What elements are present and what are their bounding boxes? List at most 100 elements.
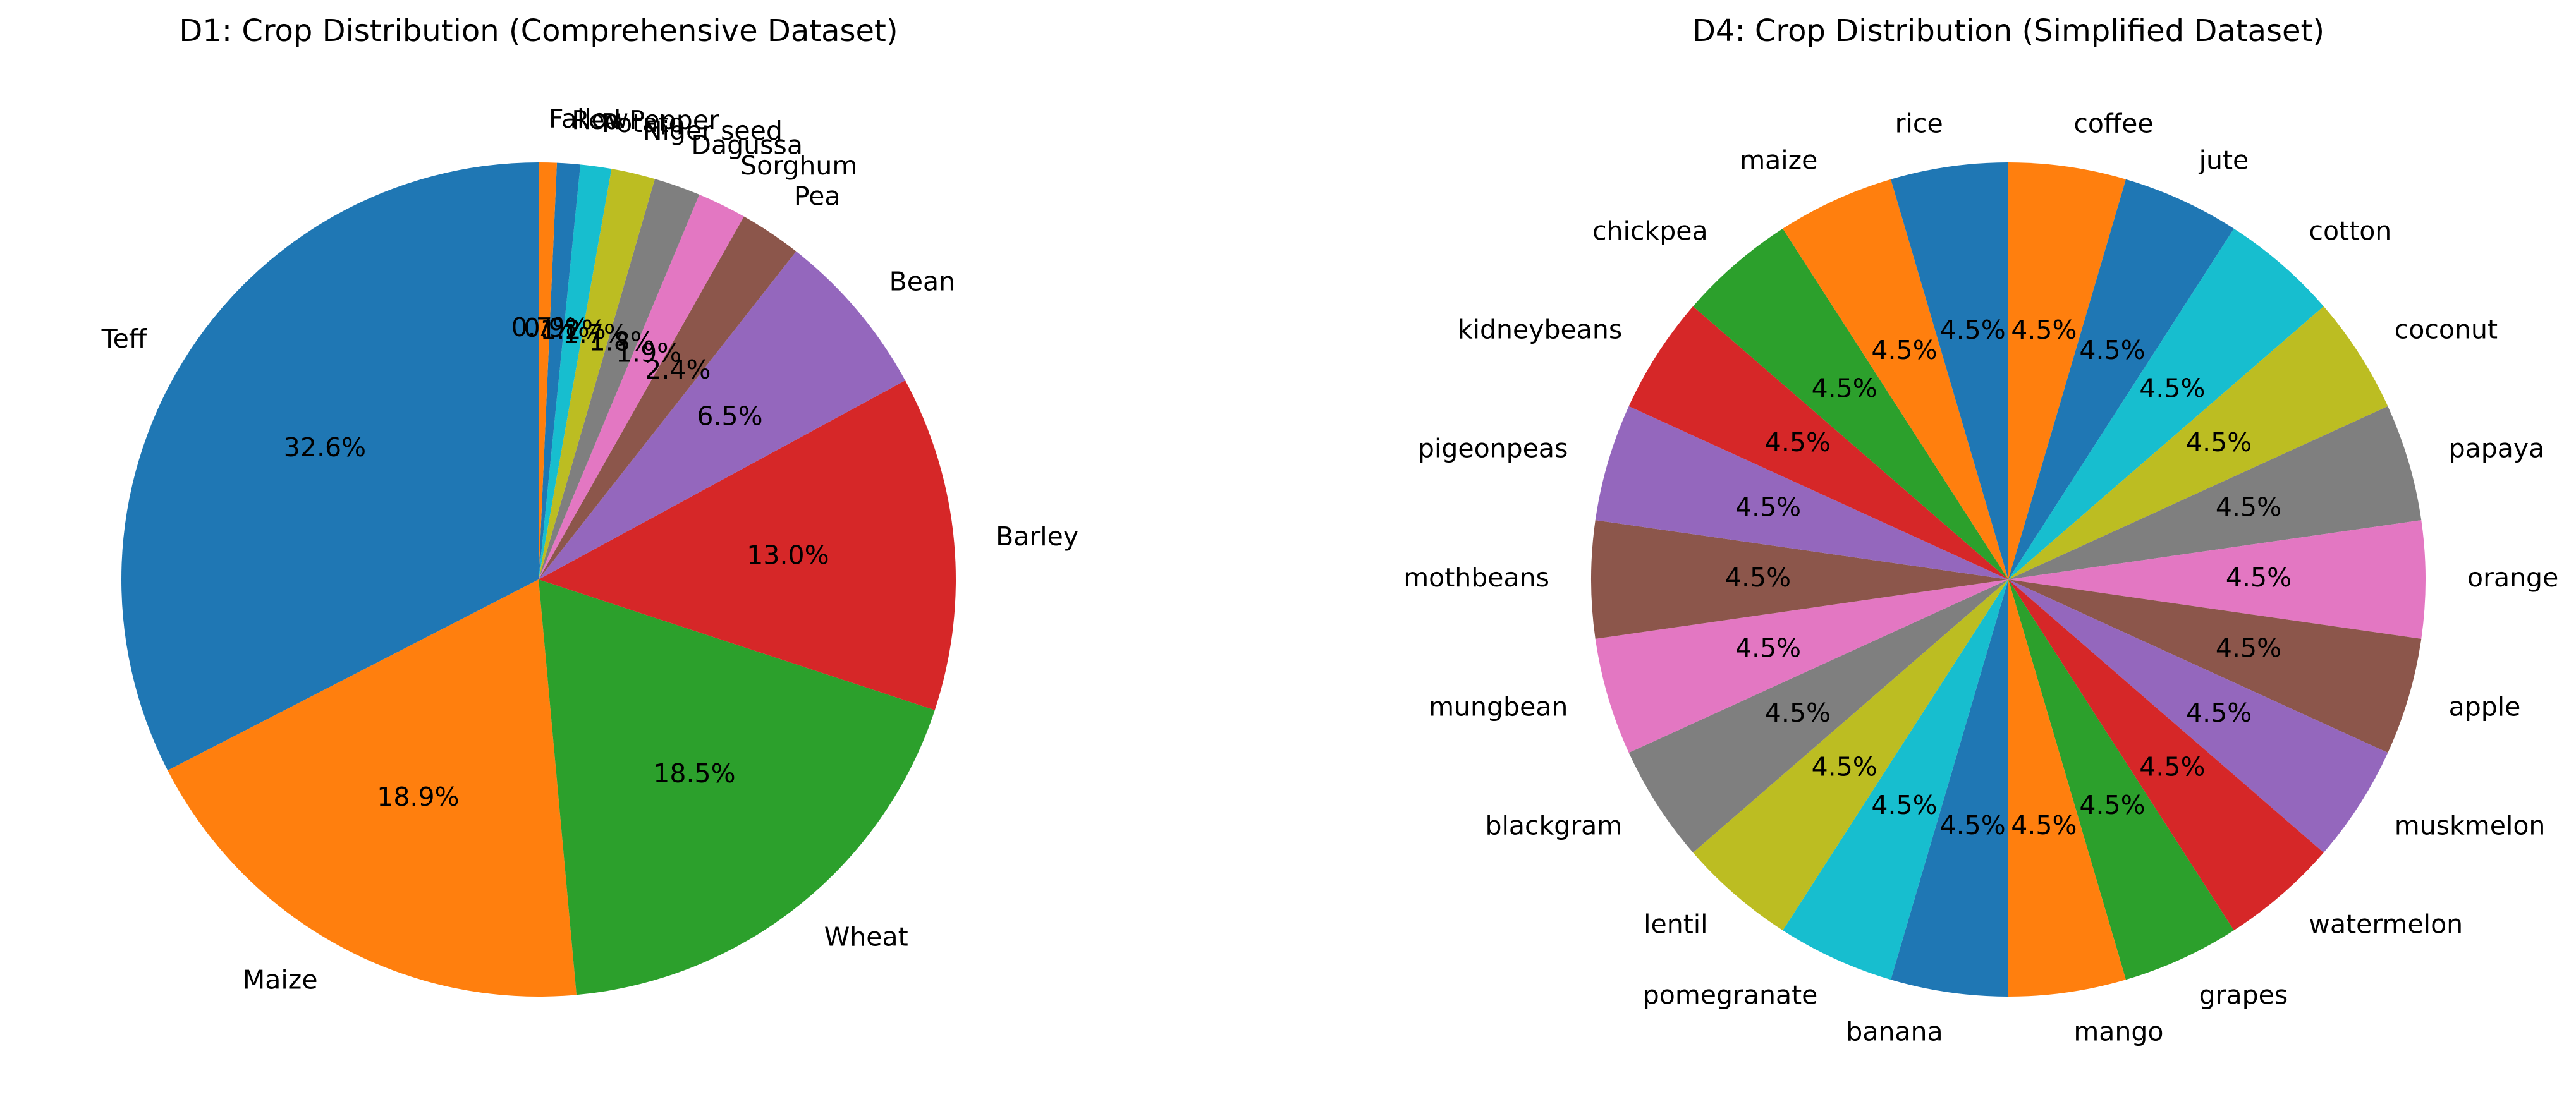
percent-label-banana: 4.5% <box>1940 810 2006 840</box>
percent-labels-d1: 32.6% 18.9% 18.5% 13.0% 6.5% 2.4%1.9%1.8%1.7%… <box>284 312 829 812</box>
slice-label-cotton: cotton <box>2309 215 2391 246</box>
pie-slice-pea <box>539 216 797 579</box>
percent-label-pomegranate: 4.5% <box>1871 790 1937 820</box>
slice-label-papaya: papaya <box>2449 433 2545 463</box>
percent-label-watermelon: 4.5% <box>2139 751 2205 782</box>
pie-slice-chickpea <box>1693 228 2008 579</box>
slice-label-potato: Potato <box>602 108 685 138</box>
percent-label-mungbean: 4.5% <box>1735 633 1801 664</box>
slice-label-niger-seed: Niger seed <box>643 116 783 146</box>
pie-slice-orange <box>2008 520 2426 639</box>
pie-slice-mothbeans <box>1590 520 2008 639</box>
pie-slice-maize <box>1783 179 2008 580</box>
pie-slice-bean <box>539 251 906 579</box>
slice-label-teff: Teff <box>101 324 148 354</box>
pie-slice-niger-seed <box>539 169 655 579</box>
slice-label-pea: Pea <box>794 181 841 212</box>
percent-label-fallow: 0.7% <box>511 312 577 343</box>
slice-label-jute: jute <box>2199 145 2249 176</box>
slice-label-kidneybeans: kidneybeans <box>1458 314 1622 344</box>
slice-label-pigeonpeas: pigeonpeas <box>1418 433 1568 463</box>
pie-slice-red-pepper <box>539 162 581 580</box>
pie-slice-teff <box>121 162 539 771</box>
pie-slice-barley <box>539 380 956 710</box>
percent-label-pea: 2.4% <box>645 355 711 385</box>
slice-labels-d4: coffee jute cotton coconut papaya orange apple… <box>1403 108 2558 1046</box>
pie-slice-banana <box>1891 579 2008 997</box>
slice-label-lentil: lentil <box>1644 909 1707 940</box>
percent-label-coconut: 4.5% <box>2186 427 2252 458</box>
pie-slices-d4 <box>1590 162 2426 997</box>
percent-label-maize: 18.9% <box>377 782 459 812</box>
percent-label-jute: 4.5% <box>2079 335 2145 365</box>
percent-label-kidneybeans: 4.5% <box>1765 427 1831 458</box>
percent-label-coffee: 4.5% <box>2011 315 2077 345</box>
slice-label-dagussa: Dagussa <box>691 130 803 160</box>
percent-label-muskmelon: 4.5% <box>2186 698 2252 728</box>
slice-label-mungbean: mungbean <box>1429 692 1568 722</box>
pie-slice-papaya <box>2008 406 2422 579</box>
percent-label-mango: 4.5% <box>2011 810 2077 840</box>
slice-label-fallow: Fallow <box>549 104 628 134</box>
pie-slice-fallow <box>539 162 557 579</box>
pie-slice-mungbean <box>1595 579 2008 753</box>
pie-slice-maize <box>168 579 577 997</box>
percent-label-grapes: 4.5% <box>2079 790 2145 820</box>
percent-label-potato: 1.2% <box>540 315 606 345</box>
slice-label-wheat: Wheat <box>824 921 908 952</box>
percent-labels-d4: 4.5%4.5%4.5%4.5%4.5%4.5%4.5%4.5%4.5%4.5%… <box>1725 315 2292 840</box>
pie-slice-lentil <box>1693 579 2008 931</box>
slice-label-grapes: grapes <box>2199 980 2288 1010</box>
slice-label-sorghum: Sorghum <box>740 150 857 181</box>
slice-label-pomegranate: pomegranate <box>1643 980 1818 1010</box>
percent-label-mothbeans: 4.5% <box>1725 562 1791 593</box>
pie-slice-cotton <box>2008 228 2324 579</box>
slice-label-muskmelon: muskmelon <box>2395 811 2546 841</box>
slice-label-mango: mango <box>2073 1017 2163 1047</box>
pie-slice-jute <box>2008 179 2234 580</box>
pie-slice-pigeonpeas <box>1595 406 2008 579</box>
percent-label-blackgram: 4.5% <box>1765 698 1831 728</box>
percent-label-teff: 32.6% <box>284 432 366 463</box>
percent-label-dagussa: 1.8% <box>589 327 655 357</box>
percent-label-red-pepper: 0.9% <box>523 313 589 343</box>
slice-label-bean: Bean <box>889 266 955 296</box>
percent-label-bean: 6.5% <box>697 401 762 431</box>
percent-label-wheat: 18.5% <box>653 758 735 789</box>
slice-label-red-pepper: Red Pepper <box>571 105 719 135</box>
pie-slice-sorghum <box>539 194 744 579</box>
percent-label-papaya: 4.5% <box>2216 492 2281 522</box>
percent-label-rice: 4.5% <box>1940 315 2006 345</box>
pie-slice-dagussa <box>539 179 700 579</box>
pie-chart-d4: D4: Crop Distribution (Simplified Datase… <box>1403 13 2558 1047</box>
slice-label-coconut: coconut <box>2395 314 2498 344</box>
percent-label-maize: 4.5% <box>1871 335 1937 365</box>
pie-slice-muskmelon <box>2008 579 2388 853</box>
slice-label-chickpea: chickpea <box>1592 215 1708 246</box>
pie-slice-watermelon <box>2008 579 2324 931</box>
pie-slice-potato <box>539 164 612 579</box>
chart-title-d1: D1: Crop Distribution (Comprehensive Dat… <box>179 13 898 49</box>
percent-label-pigeonpeas: 4.5% <box>1735 492 1801 522</box>
slice-label-watermelon: watermelon <box>2309 909 2463 940</box>
percent-label-sorghum: 1.9% <box>616 337 681 368</box>
percent-label-apple: 4.5% <box>2216 633 2281 664</box>
percent-label-cotton: 4.5% <box>2139 373 2205 404</box>
percent-label-orange: 4.5% <box>2226 562 2292 593</box>
chart-title-d4: D4: Crop Distribution (Simplified Datase… <box>1692 13 2324 49</box>
percent-label-barley: 13.0% <box>747 540 829 571</box>
slice-label-mothbeans: mothbeans <box>1403 562 1549 593</box>
pie-slices-d1 <box>121 162 956 997</box>
slice-label-apple: apple <box>2449 692 2521 722</box>
slice-label-coffee: coffee <box>2073 108 2153 138</box>
pie-slice-apple <box>2008 579 2422 753</box>
slice-label-barley: Barley <box>996 521 1078 552</box>
pie-slice-pomegranate <box>1783 579 2008 980</box>
pie-slice-grapes <box>2008 579 2234 980</box>
pie-slice-rice <box>1891 162 2008 579</box>
percent-label-lentil: 4.5% <box>1812 751 1877 782</box>
slice-label-rice: rice <box>1895 108 1943 138</box>
slice-label-banana: banana <box>1846 1017 1943 1047</box>
pie-slice-blackgram <box>1628 579 2008 853</box>
